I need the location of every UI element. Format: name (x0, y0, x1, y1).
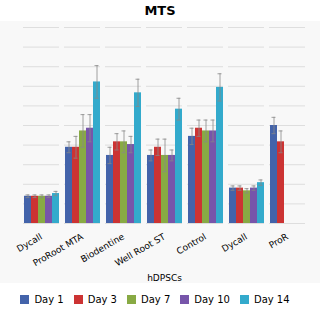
svg-text:Biodentine: Biodentine (79, 231, 126, 265)
svg-text:hDPSCs: hDPSCs (147, 273, 182, 283)
html-text:Day 1: Day 1 (34, 294, 64, 305)
svg-text:ProRoot MTA: ProRoot MTA (31, 231, 85, 268)
svg-text:Dycall: Dycall (15, 232, 44, 255)
svg-text:Control: Control (175, 232, 208, 257)
html-text:Day 14: Day 14 (253, 294, 290, 305)
svg-text:Dycall: Dycall (220, 232, 249, 255)
svg-text:ProR: ProR (267, 232, 290, 251)
svg-text:Well Root ST: Well Root ST (113, 231, 167, 268)
html-text:MTS: MTS (144, 3, 176, 18)
html-text:Day 10: Day 10 (194, 294, 230, 305)
html-text:Day 7: Day 7 (141, 294, 171, 305)
html-text:Day 3: Day 3 (87, 294, 117, 305)
